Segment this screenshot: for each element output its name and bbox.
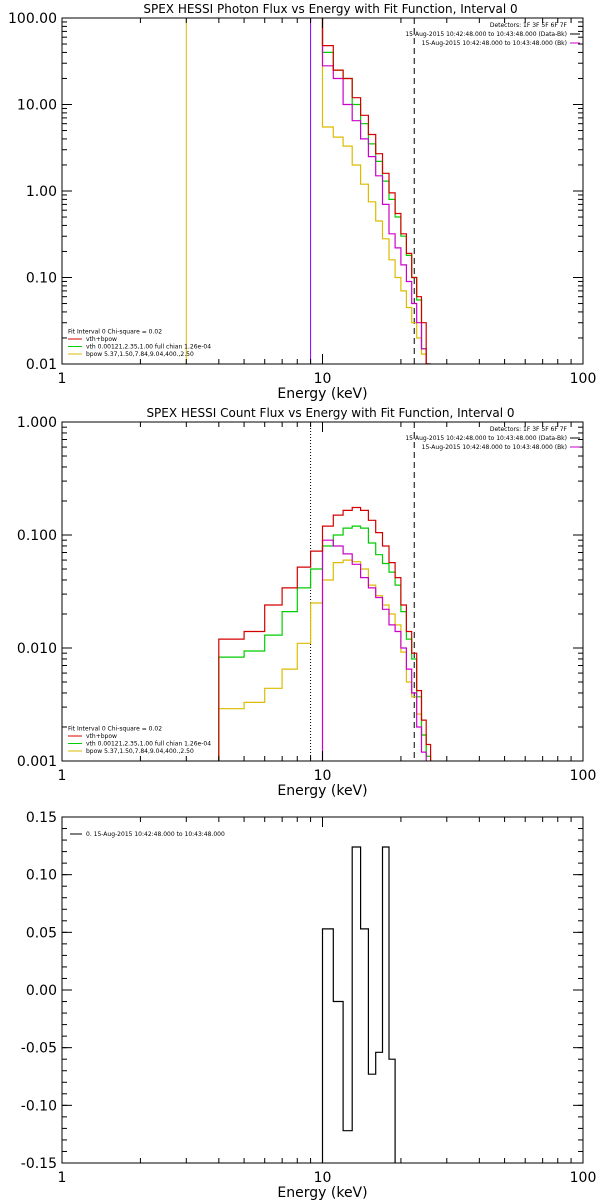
x-axis-label: Energy (keV): [277, 1185, 367, 1200]
legend-bottom-left-text: Fit Interval 0 Chi-square = 0.02: [68, 329, 162, 336]
legend-top-right-text: 15-Aug-2015 10:42:48.000 to 10:43:48.000…: [422, 444, 567, 451]
y-tick-label: 0.15: [26, 810, 57, 826]
y-tick-label: -0.05: [21, 1041, 57, 1057]
legend-bottom-left-text: bpow 5.37,1.50,7.84,9.04,400.,2.50: [86, 351, 194, 358]
y-tick-label: -0.10: [21, 1098, 57, 1114]
x-tick-label: 100: [570, 371, 597, 387]
series-line-total: [321, 18, 431, 364]
chart-title: SPEX HESSI Photon Flux vs Energy with Fi…: [143, 2, 517, 16]
legend-top-right-text: Detectors: 1F 3F 5F 6F 7F: [490, 426, 568, 433]
plot-area: [321, 846, 396, 1163]
series-line-bpow: [321, 18, 431, 364]
y-tick-label: 0.10: [26, 271, 57, 287]
x-tick-label: 10: [314, 371, 332, 387]
x-tick-label: 1: [58, 1170, 67, 1186]
chart-panel-0: 1 10 100 Energy (keV) 100.00 10.00 1.00 0.10 0.0…: [8, 2, 597, 402]
legend-bottom-left-text: vth 0.00121,2.35,1.00 full chian 1.26e-0…: [86, 741, 211, 748]
series-line-data: [321, 846, 396, 1163]
x-tick-label: 1: [58, 371, 67, 387]
y-tick-label: 0.01: [26, 357, 57, 373]
legend-top-left-text: 0. 15-Aug-2015 10:42:48.000 to 10:43:48.…: [86, 831, 225, 838]
x-axis-label: Energy (keV): [277, 386, 367, 402]
plot-frame: [61, 421, 584, 762]
y-tick-label: 0.100: [17, 528, 57, 544]
legend-bottom-left-text: vth+bpow: [86, 733, 117, 740]
chart-panel-1: 1 10 100 Energy (keV) 1.000 0.100 0.010 0.001 SP…: [17, 406, 597, 799]
x-tick-label: 1: [58, 768, 67, 784]
series-line-vth: [321, 18, 431, 364]
x-tick-label: 10: [314, 768, 332, 784]
y-tick-label: 1.000: [17, 415, 57, 431]
legend-bottom-left-text: vth 0.00121,2.35,1.00 full chian 1.26e-0…: [86, 344, 211, 351]
legend-top-right-text: Detectors: 1F 3F 5F 6F 7F: [490, 22, 568, 29]
plot-frame: [61, 17, 584, 365]
series-line-total: [218, 506, 432, 761]
series-line-bk: [321, 18, 431, 364]
y-tick-label: 1.00: [26, 184, 57, 200]
plot-area: [185, 18, 431, 364]
legend-top-right-text: 15-Aug-2015 10:42:48.000 to 10:43:48.000…: [405, 435, 567, 442]
y-tick-label: 0.05: [26, 925, 57, 941]
y-tick-label: 0.001: [17, 754, 57, 770]
x-tick-label: 100: [570, 768, 597, 784]
legend-bottom-left-text: vth+bpow: [86, 336, 117, 343]
chart-title: SPEX HESSI Count Flux vs Energy with Fit…: [146, 406, 514, 420]
y-tick-label: 0.10: [26, 868, 57, 884]
y-tick-label: 10.00: [17, 98, 57, 114]
x-tick-label: 100: [570, 1170, 597, 1186]
y-tick-label: 100.00: [8, 11, 57, 27]
plot-area: [218, 422, 432, 761]
series-line-bk: [321, 539, 427, 761]
plot-frame: [61, 816, 584, 1164]
y-tick-label: 0.010: [17, 641, 57, 657]
legend-top-right-text: 15-Aug-2015 10:42:48.000 to 10:43:48.000…: [405, 31, 567, 38]
x-tick-label: 10: [314, 1170, 332, 1186]
legend-top-right-text: 15-Aug-2015 10:42:48.000 to 10:43:48.000…: [422, 40, 567, 47]
series-line-vth: [218, 525, 432, 761]
chart-panel-2: 1 10 100 Energy (keV) 0.15 0.10 0.05 0.00 -0.05 -…: [21, 810, 597, 1200]
x-axis-label: Energy (keV): [277, 783, 367, 799]
legend-bottom-left-text: Fit Interval 0 Chi-square = 0.02: [68, 726, 162, 733]
legend-bottom-left-text: bpow 5.37,1.50,7.84,9.04,400.,2.50: [86, 748, 194, 755]
y-tick-label: -0.15: [21, 1156, 57, 1172]
y-tick-label: 0.00: [26, 983, 57, 999]
